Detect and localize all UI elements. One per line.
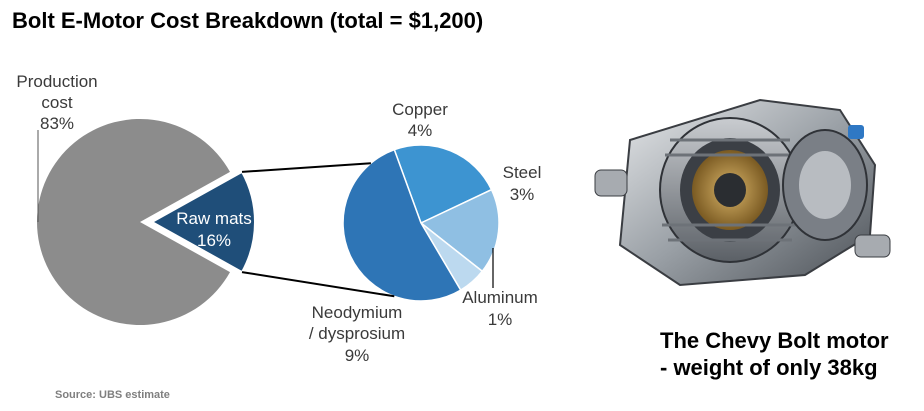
production-pct: 83% bbox=[40, 114, 74, 133]
caption-line1: The Chevy Bolt motor bbox=[660, 328, 889, 353]
page-title: Bolt E-Motor Cost Breakdown (total = $1,… bbox=[12, 8, 484, 33]
neodymium-label-line2: / dysprosium bbox=[309, 324, 405, 343]
steel-label: Steel bbox=[503, 163, 542, 182]
raw-mats-label: Raw mats bbox=[176, 209, 252, 228]
motor-caption: The Chevy Bolt motor - weight of only 38… bbox=[660, 327, 889, 381]
steel-pct: 3% bbox=[510, 185, 535, 204]
production-cost-slice bbox=[37, 118, 231, 325]
source-note: Source: UBS estimate bbox=[55, 389, 170, 401]
copper-label: Copper bbox=[392, 100, 448, 119]
production-label-line2: cost bbox=[41, 93, 72, 112]
neodymium-pct: 9% bbox=[345, 346, 370, 365]
connector-bottom bbox=[241, 271, 395, 298]
copper-slice bbox=[393, 144, 493, 225]
aluminum-pct: 1% bbox=[488, 310, 513, 329]
copper-pct: 4% bbox=[408, 121, 433, 140]
motor-image bbox=[594, 98, 891, 287]
connector-top bbox=[241, 162, 371, 173]
production-label-line1: Production bbox=[16, 72, 97, 91]
aluminum-label: Aluminum bbox=[462, 288, 538, 307]
connector-lines bbox=[241, 162, 395, 298]
neodymium-label-line1: Neodymium bbox=[312, 303, 403, 322]
raw-mats-slice bbox=[149, 170, 256, 274]
steel-slice bbox=[419, 188, 500, 273]
raw-mats-pct: 16% bbox=[197, 231, 231, 250]
neodymium-slice bbox=[342, 148, 462, 302]
caption-line2: - weight of only 38kg bbox=[660, 355, 878, 380]
sub-pie bbox=[342, 144, 500, 302]
main-pie bbox=[37, 118, 256, 325]
